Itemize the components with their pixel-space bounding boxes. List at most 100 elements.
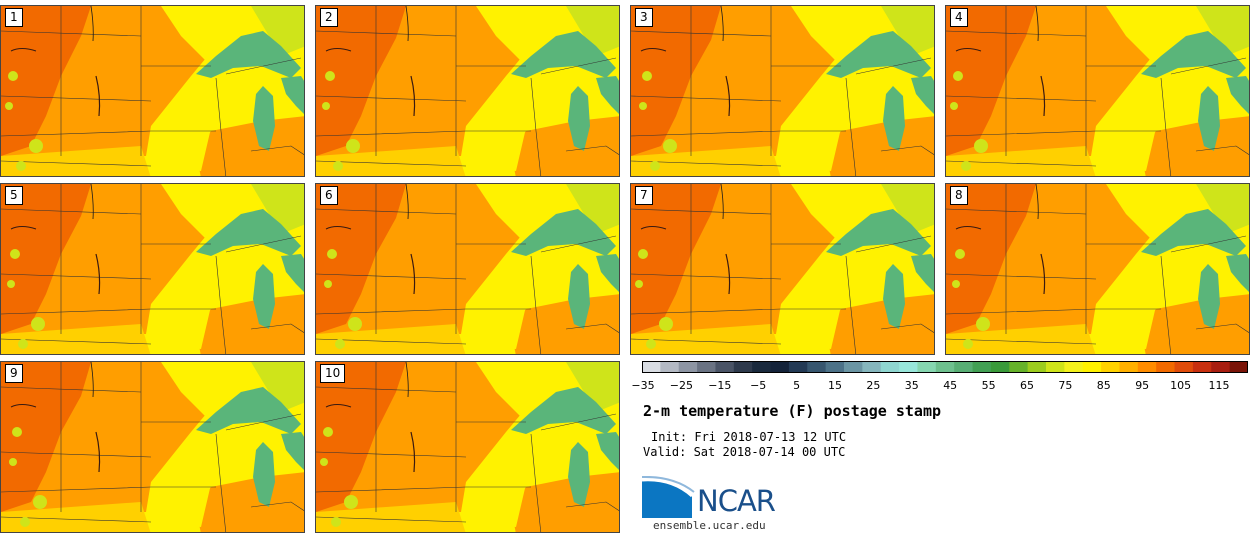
warm-region	[81, 36, 166, 116]
cool-spot	[638, 249, 648, 259]
colorbar-segment	[1027, 361, 1047, 373]
colorbar-segment	[1174, 361, 1194, 373]
warm-region	[826, 294, 934, 354]
river	[90, 6, 94, 42]
warm-region	[396, 36, 481, 116]
mild-region	[1, 502, 151, 532]
hot-region	[1, 184, 91, 334]
state-border	[946, 338, 1097, 345]
panel-5: 5	[0, 183, 305, 355]
colorbar-tick-label: 65	[1020, 379, 1034, 392]
state-border	[530, 433, 542, 532]
cool-spot	[635, 280, 643, 288]
state-border	[946, 273, 1097, 280]
lake-superior	[511, 209, 616, 256]
cool-spot	[331, 517, 341, 527]
cool-spot	[323, 427, 333, 437]
cooler-region	[1196, 6, 1249, 56]
cool-spot	[642, 71, 652, 81]
cool-spot	[963, 339, 973, 349]
temperature-map	[631, 184, 934, 354]
state-border	[316, 130, 531, 137]
lake-huron	[911, 254, 934, 292]
state-border	[1, 308, 216, 315]
lake-michigan	[1198, 264, 1220, 329]
cool-region	[781, 126, 841, 171]
river	[325, 404, 352, 408]
state-border	[316, 208, 457, 215]
state-border	[845, 77, 857, 176]
cool-spot	[950, 102, 958, 110]
panel-7: 7	[630, 183, 935, 355]
warm-region	[511, 116, 619, 176]
state-border	[880, 323, 934, 334]
colorbar-tick-label: −5	[750, 379, 767, 392]
colorbar-segment	[752, 361, 772, 373]
state-border	[845, 255, 857, 354]
colorbar-segment	[917, 361, 937, 373]
warm-region	[1026, 36, 1111, 116]
colorbar-tick-label: 85	[1096, 379, 1111, 392]
river	[955, 48, 982, 52]
mild-region	[631, 324, 781, 354]
lake-huron	[281, 254, 304, 292]
colorbar-segment	[807, 361, 827, 373]
lake-superior	[826, 209, 931, 256]
cool-spot	[9, 458, 17, 466]
state-border	[1, 451, 152, 458]
warm-region	[1141, 116, 1249, 176]
cooler-region	[1196, 184, 1249, 234]
mild-region	[631, 146, 781, 176]
state-border	[946, 160, 1097, 167]
temperature-map	[946, 6, 1249, 176]
cool-spot	[29, 139, 43, 153]
cool-region	[466, 126, 526, 171]
state-border	[1, 130, 216, 137]
warm-region	[196, 116, 304, 176]
state-border	[565, 501, 619, 512]
colorbar-tick-label: 75	[1058, 379, 1073, 392]
state-border	[946, 30, 1087, 37]
lake-superior	[511, 387, 616, 434]
cool-region	[466, 482, 526, 527]
state-border	[1, 208, 142, 215]
lake-huron	[596, 254, 619, 292]
cool-spot	[322, 102, 330, 110]
colorbar-segment	[899, 361, 918, 373]
colorbar-tick-label: 55	[981, 379, 996, 392]
state-border	[1, 160, 152, 167]
state-border	[631, 308, 846, 315]
cool-spot	[10, 249, 20, 259]
lake-michigan	[253, 86, 275, 151]
lake-michigan	[1198, 86, 1220, 151]
state-border	[565, 145, 619, 156]
river	[725, 253, 731, 295]
colorbar-segment	[770, 361, 790, 373]
lake-huron	[596, 432, 619, 470]
mild-region	[316, 146, 466, 176]
warm-region	[1141, 294, 1249, 354]
border	[855, 57, 932, 75]
border	[225, 413, 302, 431]
state-border	[946, 130, 1161, 137]
mild-region	[946, 146, 1096, 176]
panel-9: 9	[0, 361, 305, 533]
colorbar-tick-label: 5	[793, 379, 801, 392]
cool-spot	[346, 139, 360, 153]
colorbar-segment	[1009, 361, 1029, 373]
border	[540, 235, 617, 253]
cooler-region	[566, 6, 619, 56]
lake-superior	[826, 31, 931, 78]
panel-label: 10	[320, 364, 346, 383]
colorbar-segment	[1229, 361, 1248, 373]
cool-spot	[16, 161, 26, 171]
valid-time: Valid: Sat 2018-07-14 00 UTC	[643, 445, 846, 459]
lake-superior	[196, 209, 301, 256]
panel-label: 2	[320, 8, 338, 27]
lake-michigan	[568, 86, 590, 151]
state-border	[565, 323, 619, 334]
colorbar-tick-label: −15	[708, 379, 732, 392]
colorbar-segment	[862, 361, 882, 373]
panel-label: 7	[635, 186, 653, 205]
lake-superior	[1141, 209, 1246, 256]
